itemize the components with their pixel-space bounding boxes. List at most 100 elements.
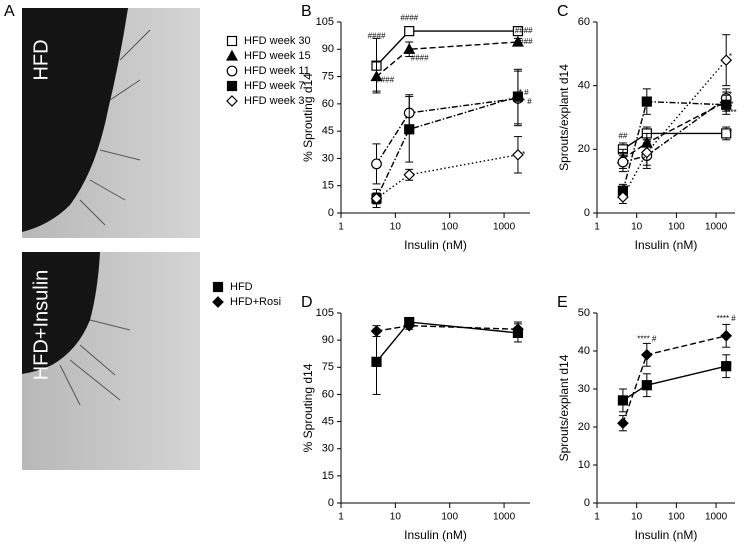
micrograph: HFD — [22, 8, 200, 238]
marker — [641, 380, 652, 391]
annotation: #### — [515, 37, 533, 46]
legend-marker — [225, 49, 239, 61]
marker — [640, 348, 653, 361]
marker — [370, 70, 383, 82]
x-axis-label: Insulin (nM) — [404, 528, 467, 542]
y-tick-label: 0 — [584, 497, 590, 509]
x-tick-label: 1000 — [705, 512, 728, 523]
marker — [721, 128, 732, 139]
y-tick-label: 30 — [322, 443, 334, 455]
y-tick-label: 60 — [322, 98, 334, 110]
y-axis-label: Sprouts/explant d14 — [557, 354, 571, 461]
x-tick-label: 100 — [668, 222, 685, 233]
x-tick-label: 100 — [441, 512, 458, 523]
marker — [512, 91, 524, 102]
marker — [371, 158, 382, 170]
y-tick-label: 10 — [578, 459, 590, 471]
y-tick-label: 75 — [322, 70, 334, 82]
annotation: #### — [411, 53, 429, 62]
x-tick-label: 1 — [338, 222, 344, 233]
x-tick-label: 1 — [594, 222, 600, 233]
y-tick-label: 30 — [578, 383, 590, 395]
legend-marker — [212, 281, 224, 293]
marker — [617, 191, 629, 203]
y-tick-label: 45 — [322, 125, 334, 137]
x-tick-label: 100 — [668, 512, 685, 523]
x-tick-label: 1000 — [493, 222, 516, 233]
panel-label: A — [4, 3, 15, 20]
marker — [403, 43, 416, 54]
annotation: #### — [400, 13, 418, 22]
annotation: * — [729, 361, 732, 370]
legend-label: HFD — [230, 281, 253, 293]
y-tick-label: 90 — [322, 43, 334, 55]
legend-marker — [226, 95, 238, 107]
marker — [720, 54, 733, 67]
marker — [617, 156, 629, 168]
y-tick-label: 45 — [322, 415, 334, 427]
series-line — [375, 95, 519, 199]
x-tick-label: 1 — [338, 512, 344, 523]
marker — [403, 168, 416, 181]
annotation: * — [729, 129, 732, 138]
panel-label: B — [301, 3, 312, 20]
legend-marker — [226, 65, 238, 77]
series-line — [622, 365, 727, 401]
x-axis-label: Insulin (nM) — [635, 528, 698, 542]
x-tick-label: 10 — [631, 512, 643, 523]
marker — [720, 329, 733, 342]
legend-marker — [226, 35, 238, 47]
y-axis-label: % Sprouting d14 — [301, 73, 315, 162]
y-tick-label: 90 — [322, 334, 334, 346]
y-tick-label: 15 — [322, 470, 334, 482]
series-line — [375, 30, 518, 67]
y-axis-label: Sprouts/explant d14 — [557, 64, 571, 171]
annotation: ## — [618, 132, 627, 141]
legend-marker — [226, 80, 238, 92]
annotation: ** — [727, 100, 733, 109]
panel-label: C — [557, 3, 569, 20]
marker — [403, 319, 416, 332]
x-tick-label: 1000 — [705, 222, 728, 233]
image-label: HFD — [30, 39, 52, 80]
annotation: #### — [515, 26, 533, 35]
marker — [617, 395, 629, 406]
marker — [512, 148, 524, 161]
marker — [370, 325, 383, 337]
series-line — [376, 324, 518, 332]
y-tick-label: 50 — [578, 307, 590, 319]
annotation: #### — [376, 75, 394, 84]
marker — [404, 124, 415, 135]
x-tick-label: 1 — [594, 512, 600, 523]
marker — [640, 146, 653, 159]
micrograph: HFD+Insulin — [22, 252, 200, 470]
annotation: * — [729, 52, 732, 61]
legend-marker — [212, 296, 224, 308]
annotation: **** # — [637, 335, 657, 344]
y-tick-label: 30 — [322, 152, 334, 164]
y-tick-label: 105 — [316, 307, 334, 319]
x-tick-label: 10 — [631, 222, 643, 233]
x-tick-label: 100 — [441, 222, 458, 233]
y-tick-label: 15 — [322, 180, 334, 192]
y-tick-label: 105 — [316, 16, 334, 28]
series-line — [376, 154, 519, 200]
legend-label: HFD week 11 — [244, 65, 310, 77]
marker — [512, 25, 524, 37]
y-tick-label: 75 — [322, 361, 334, 373]
annotation: *** # — [516, 97, 533, 106]
y-tick-label: 20 — [578, 143, 590, 155]
annotation: * — [522, 150, 525, 159]
x-tick-label: 10 — [390, 222, 402, 233]
annotation: * — [729, 90, 732, 99]
series-line — [622, 59, 727, 198]
marker — [370, 192, 383, 205]
marker — [371, 356, 382, 367]
legend-label: HFD week 30 — [244, 35, 311, 47]
marker — [512, 323, 524, 336]
x-tick-label: 1000 — [493, 512, 516, 523]
legend-label: HFD week 3 — [244, 95, 305, 107]
y-tick-label: 0 — [328, 207, 334, 219]
legend-label: HFD+Rosi — [230, 296, 281, 308]
